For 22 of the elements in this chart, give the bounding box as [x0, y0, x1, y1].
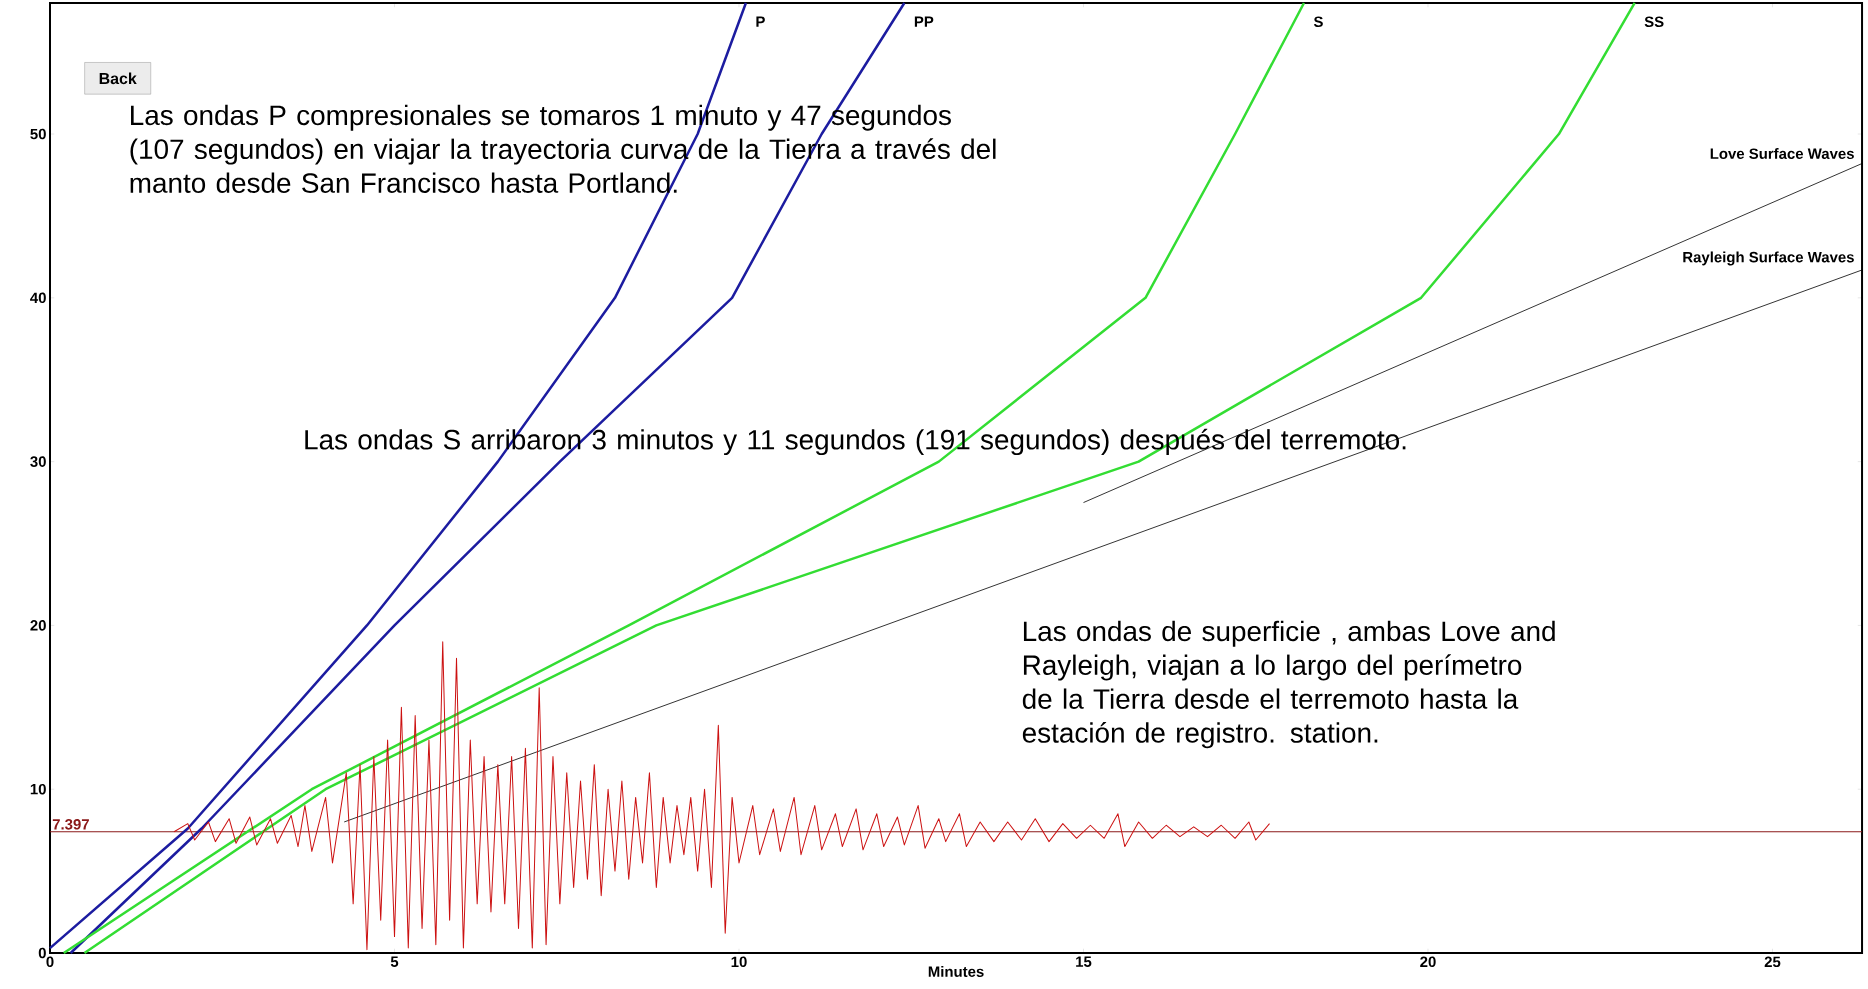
x-tick-label: 5	[390, 956, 399, 967]
y-tick-label: 50	[30, 128, 46, 140]
series-label: P	[756, 16, 765, 27]
y-tick-label: 40	[30, 292, 46, 304]
series-label: Rayleigh Surface Waves	[1683, 251, 1854, 266]
series-label: Love Surface Waves	[1710, 148, 1854, 159]
y-tick-label: 0	[38, 947, 46, 959]
y-tick-label: 10	[30, 783, 46, 795]
annotation: Las ondas de superficie , ambas Love and Rayleigh, viajan a lo largo del perímetro de la Tierra desde el terremoto hasta la estación de registro. station.	[1022, 620, 1555, 749]
y-tick-label: 30	[30, 456, 46, 467]
y-tick-label: 20	[30, 620, 46, 631]
x-tick-label: 10	[731, 956, 747, 968]
x-tick-label: 0	[46, 956, 54, 968]
ref-line-label: 7.397	[52, 819, 89, 830]
x-tick-label: 25	[1764, 956, 1781, 968]
series-label: SS	[1644, 16, 1664, 28]
annotation: Back	[99, 72, 137, 85]
x-tick-label: 20	[1420, 956, 1436, 968]
x-tick-label: 15	[1076, 956, 1092, 967]
series-label: S	[1313, 16, 1323, 28]
x-axis-title: Minutes	[928, 965, 984, 977]
series-label: PP	[914, 16, 934, 27]
